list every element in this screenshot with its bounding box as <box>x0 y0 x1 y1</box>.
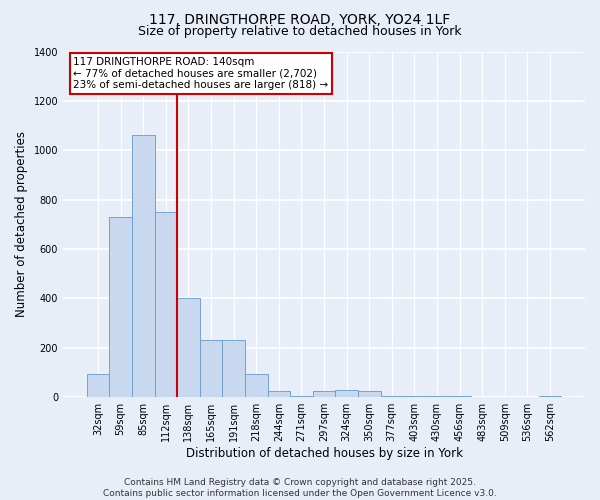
Bar <box>426 396 448 397</box>
Bar <box>290 396 313 397</box>
Bar <box>177 298 200 397</box>
Y-axis label: Number of detached properties: Number of detached properties <box>15 132 28 318</box>
Bar <box>335 390 358 397</box>
Text: Size of property relative to detached houses in York: Size of property relative to detached ho… <box>138 25 462 38</box>
Bar <box>132 136 155 397</box>
Bar <box>268 391 290 397</box>
Text: Contains HM Land Registry data © Crown copyright and database right 2025.
Contai: Contains HM Land Registry data © Crown c… <box>103 478 497 498</box>
Bar <box>87 374 109 397</box>
Bar <box>380 396 403 397</box>
Bar <box>448 396 471 397</box>
Bar <box>155 212 177 397</box>
Bar <box>403 396 426 397</box>
Text: 117, DRINGTHORPE ROAD, YORK, YO24 1LF: 117, DRINGTHORPE ROAD, YORK, YO24 1LF <box>149 12 451 26</box>
X-axis label: Distribution of detached houses by size in York: Distribution of detached houses by size … <box>185 447 463 460</box>
Bar <box>313 391 335 397</box>
Bar <box>539 396 561 397</box>
Bar <box>245 374 268 397</box>
Bar <box>358 391 380 397</box>
Bar <box>109 217 132 397</box>
Bar <box>200 340 223 397</box>
Text: 117 DRINGTHORPE ROAD: 140sqm
← 77% of detached houses are smaller (2,702)
23% of: 117 DRINGTHORPE ROAD: 140sqm ← 77% of de… <box>73 56 329 90</box>
Bar <box>223 340 245 397</box>
